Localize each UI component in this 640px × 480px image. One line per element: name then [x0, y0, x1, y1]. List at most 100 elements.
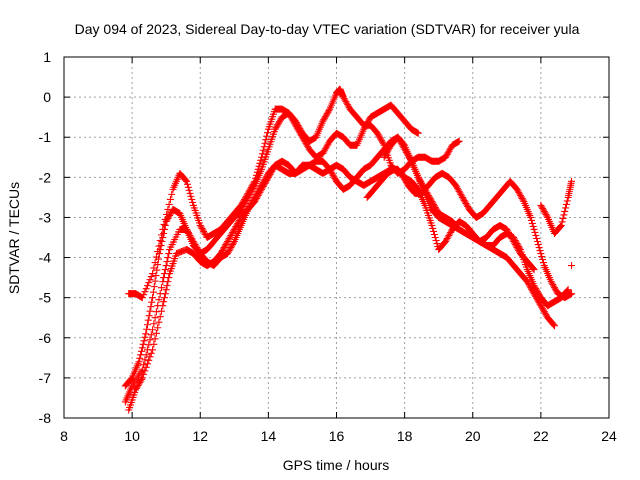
x-tick-label: 16 [329, 428, 345, 444]
data-point [445, 231, 453, 239]
data-point [229, 241, 237, 249]
data-point [321, 114, 329, 122]
data-point [443, 235, 451, 243]
data-point [361, 124, 369, 132]
data-point [536, 247, 544, 255]
data-point [147, 273, 155, 281]
data-point [344, 101, 352, 109]
data-point [288, 115, 296, 123]
data-point [299, 135, 307, 143]
data-point [447, 144, 455, 152]
data-point [233, 221, 241, 229]
data-point [463, 201, 471, 209]
data-point [529, 222, 537, 230]
data-point [163, 258, 171, 266]
data-point [137, 375, 145, 383]
data-point [291, 120, 299, 128]
data-point [246, 201, 254, 209]
data-point [140, 291, 148, 299]
data-point [191, 241, 199, 249]
data-point [155, 255, 163, 263]
data-point [151, 335, 159, 343]
data-point [276, 116, 284, 124]
data-point [241, 199, 249, 207]
data-point [460, 196, 468, 204]
x-tick-label: 12 [192, 428, 208, 444]
data-point [138, 294, 146, 302]
data-point [238, 204, 246, 212]
data-point [228, 230, 236, 238]
data-point [533, 235, 541, 243]
data-point [224, 250, 231, 258]
data-point [298, 133, 306, 141]
data-point [163, 216, 171, 224]
data-point [241, 198, 249, 206]
data-point [166, 211, 174, 219]
series-track-7 [537, 177, 576, 237]
data-point [511, 241, 519, 249]
data-point [381, 152, 389, 160]
data-point [323, 110, 331, 118]
data-point [141, 367, 149, 375]
data-point [254, 187, 262, 195]
data-point [330, 173, 338, 181]
data-point [551, 285, 559, 293]
data-point [464, 202, 472, 210]
data-point [373, 129, 381, 137]
data-point [231, 224, 239, 232]
data-point [151, 314, 159, 322]
data-point [539, 204, 547, 212]
data-point [444, 149, 452, 157]
data-point [186, 189, 194, 197]
data-point [568, 262, 576, 270]
data-point [561, 207, 569, 215]
data-point [143, 360, 151, 368]
data-point [442, 238, 449, 246]
data-point [166, 195, 174, 203]
data-point [385, 144, 393, 152]
data-point [513, 244, 521, 252]
data-point [252, 192, 260, 200]
data-point [192, 242, 200, 250]
data-point [539, 306, 547, 314]
data-point [377, 135, 385, 143]
data-point [185, 186, 193, 194]
data-point [505, 230, 513, 238]
data-point [557, 221, 565, 229]
data-point [151, 277, 159, 285]
data-point [400, 174, 408, 182]
x-tick-label: 14 [261, 428, 277, 444]
data-point [148, 298, 156, 306]
data-point [127, 375, 135, 383]
data-point [247, 187, 255, 195]
data-point [196, 221, 204, 229]
data-point [188, 235, 196, 243]
data-point [274, 121, 282, 129]
data-point [235, 216, 243, 224]
data-point [378, 138, 386, 146]
data-point [515, 247, 523, 255]
data-point [457, 190, 465, 198]
data-point [563, 197, 571, 205]
data-point [262, 174, 270, 182]
data-point [182, 176, 190, 184]
x-tick-label: 24 [601, 428, 617, 444]
data-point [154, 261, 162, 269]
data-point [517, 193, 525, 201]
data-point [189, 238, 197, 246]
data-point [503, 225, 511, 233]
data-point [320, 116, 328, 124]
y-tick-label: -4 [39, 250, 52, 266]
data-point [246, 202, 254, 210]
data-point [227, 231, 235, 239]
data-point [319, 149, 327, 157]
data-point [230, 225, 238, 233]
data-point [225, 235, 233, 243]
data-point [322, 143, 330, 151]
data-point [246, 189, 254, 197]
data-point [446, 230, 454, 238]
data-point [187, 233, 195, 241]
data-point [166, 210, 174, 218]
data-point [536, 300, 544, 308]
data-point [538, 253, 546, 261]
